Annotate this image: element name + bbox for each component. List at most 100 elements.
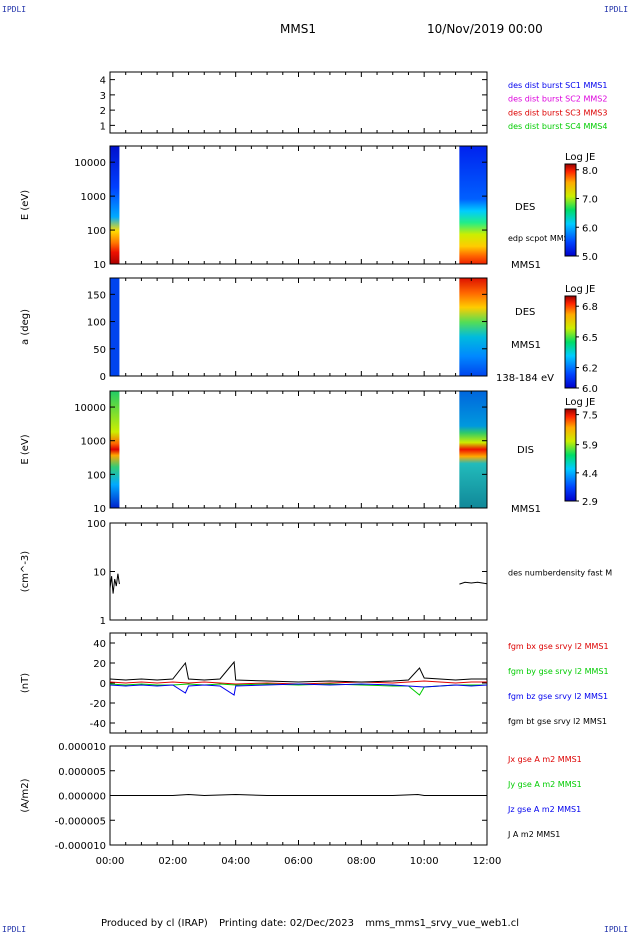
y-tick-label: 10: [93, 260, 106, 271]
footer-printing-date: Printing date: 02/Dec/2023: [218, 918, 354, 929]
y-tick-label: 100: [87, 226, 106, 237]
mission-title: MMS1: [280, 22, 316, 36]
colorbar-tick-label: 4.4: [582, 469, 598, 480]
corner-label-top-left: IPDLI: [2, 5, 27, 14]
y-axis-label: (A/m2): [20, 778, 31, 812]
y-axis-label: (cm^-3): [20, 551, 31, 592]
legend-entry: des numberdensity fast M: [508, 569, 612, 578]
colorbar-title: Log JE: [565, 397, 595, 408]
series-line-0: [109, 680, 487, 685]
x-tick-label: 10:00: [410, 856, 439, 867]
axes-frame: [109, 277, 488, 377]
legend-entry: J A m2 MMS1: [507, 830, 560, 839]
y-tick-label: 50: [93, 345, 106, 356]
corner-label-top-right: IPDLI: [604, 5, 629, 14]
panel-current-density: -0.000010 -0.000005 0.000000 0.000005 0.0000…: [20, 742, 582, 867]
y-tick-label: 150: [87, 290, 106, 301]
colorbar-tick-label: 6.2: [582, 364, 598, 375]
axes-frame: [109, 145, 488, 265]
y-tick-label: -20: [90, 699, 106, 710]
panel-right-label: DIS: [517, 445, 534, 456]
axes-frame: [109, 632, 488, 734]
spectrogram-block: [459, 391, 487, 508]
x-tick-label: 06:00: [284, 856, 313, 867]
y-tick-label: -40: [90, 719, 106, 730]
panel-right-label: DES: [515, 307, 535, 318]
panel-right-label: MMS1: [511, 504, 541, 515]
colorbar: [564, 163, 577, 257]
y-tick-label: 10000: [74, 158, 106, 169]
legend-entry: fgm by gse srvy l2 MMS1: [508, 667, 609, 676]
spectrogram-block: [459, 146, 487, 264]
y-axis-label: E (eV): [20, 190, 31, 220]
colorbar-tick-label: 6.8: [582, 302, 598, 313]
colorbar-tick-label: 7.5: [582, 411, 598, 422]
axes-frame: [109, 390, 488, 509]
y-tick-label: -0.000010: [55, 841, 106, 852]
y-tick-label: 1000: [81, 192, 106, 203]
axes-frame: [109, 522, 488, 621]
panel-right-label: DES: [515, 202, 535, 213]
corner-label-bottom-right: IPDLI: [604, 925, 629, 934]
legend-entry: Jx gse A m2 MMS1: [507, 755, 582, 764]
y-axis-label: a (deg): [20, 309, 31, 345]
y-tick-label: 10: [93, 504, 106, 515]
y-tick-label: 0.000000: [58, 792, 106, 803]
spectrogram-block: [459, 278, 487, 376]
y-tick-label: 1: [100, 121, 106, 132]
axes-frame: [109, 71, 488, 134]
colorbar-tick-label: 8.0: [582, 166, 598, 177]
y-tick-label: 10000: [74, 403, 106, 414]
footer-produced-by: Produced by cl (IRAP): [101, 918, 208, 929]
panel-right-label: MMS1: [511, 260, 541, 271]
legend-entry: fgm bx gse srvy l2 MMS1: [508, 642, 609, 651]
legend-entry: fgm bt gse srvy l2 MMS1: [508, 717, 607, 726]
y-tick-label: 4: [100, 76, 106, 87]
colorbar-tick-label: 7.0: [582, 195, 598, 206]
panel-right-label: 138-184 eV: [496, 373, 554, 384]
colorbar-title: Log JE: [565, 284, 595, 295]
x-tick-label: 02:00: [158, 856, 187, 867]
panel-magnetic-field: -40 -20 0 20 40 (nT) fgm bx gse srvy l2 MMS1 fg…: [20, 632, 609, 734]
series-line-2: [109, 683, 488, 696]
y-tick-label: 40: [93, 639, 106, 650]
footer-product-name: mms_mms1_srvy_vue_web1.cl: [365, 918, 519, 929]
colorbar-tick-label: 6.0: [582, 384, 598, 395]
colorbar-tick-label: 5.9: [582, 441, 598, 452]
y-tick-label: 0.000005: [58, 767, 106, 778]
colorbar: [564, 408, 577, 502]
corner-label-bottom-left: IPDLI: [2, 925, 27, 934]
panel-electron-density: 1 10 100 (cm^-3) des numberdensity fast M: [20, 519, 612, 627]
colorbar-tick-label: 6.5: [582, 333, 598, 344]
legend-entry: Jz gse A m2 MMS1: [507, 805, 581, 814]
series-line-0: [110, 793, 487, 797]
legend-entry: des dist burst SC2 MMS2: [508, 95, 607, 104]
y-tick-label: 0: [100, 372, 106, 383]
x-tick-label: 08:00: [347, 856, 376, 867]
x-tick-label: 00:00: [96, 856, 125, 867]
panel-spacecraft-availability: 1 2 3 4 des dist burst SC1 MMS1 des dist burs…: [100, 71, 607, 134]
legend-entry: des dist burst SC3 MMS3: [508, 108, 607, 117]
y-tick-label: 1: [100, 616, 106, 627]
panel-right-label: edp scpot MMS1: [508, 234, 574, 243]
y-tick-label: 0: [100, 679, 106, 690]
y-axis-label: (nT): [20, 673, 31, 693]
y-axis-label: E (eV): [20, 434, 31, 464]
panel-des-energy-spectrogram: 10 100 1000 10000 E (eV) DES edp scpot MMS1 MMS…: [20, 145, 598, 271]
y-tick-label: 100: [87, 519, 106, 530]
legend-entry: des dist burst SC1 MMS1: [508, 81, 607, 90]
y-tick-label: 10: [93, 568, 106, 579]
legend-entry: fgm bz gse srvy l2 MMS1: [508, 692, 608, 701]
y-tick-label: 1000: [81, 437, 106, 448]
colorbar: [564, 295, 577, 389]
colorbar-tick-label: 5.0: [582, 252, 598, 263]
series-line-0: [109, 573, 120, 594]
panel-right-label: MMS1: [511, 340, 541, 351]
spectrogram-block: [110, 146, 120, 264]
colorbar-title: Log JE: [565, 152, 595, 163]
legend-entry: Jy gse A m2 MMS1: [507, 780, 582, 789]
panel-des-pitch-angle: 0 50 100 150 a (deg) DES MMS1 138-184 eV Log JE 6…: [20, 277, 598, 395]
x-tick-label: 12:00: [473, 856, 502, 867]
x-tick-label: 04:00: [221, 856, 250, 867]
